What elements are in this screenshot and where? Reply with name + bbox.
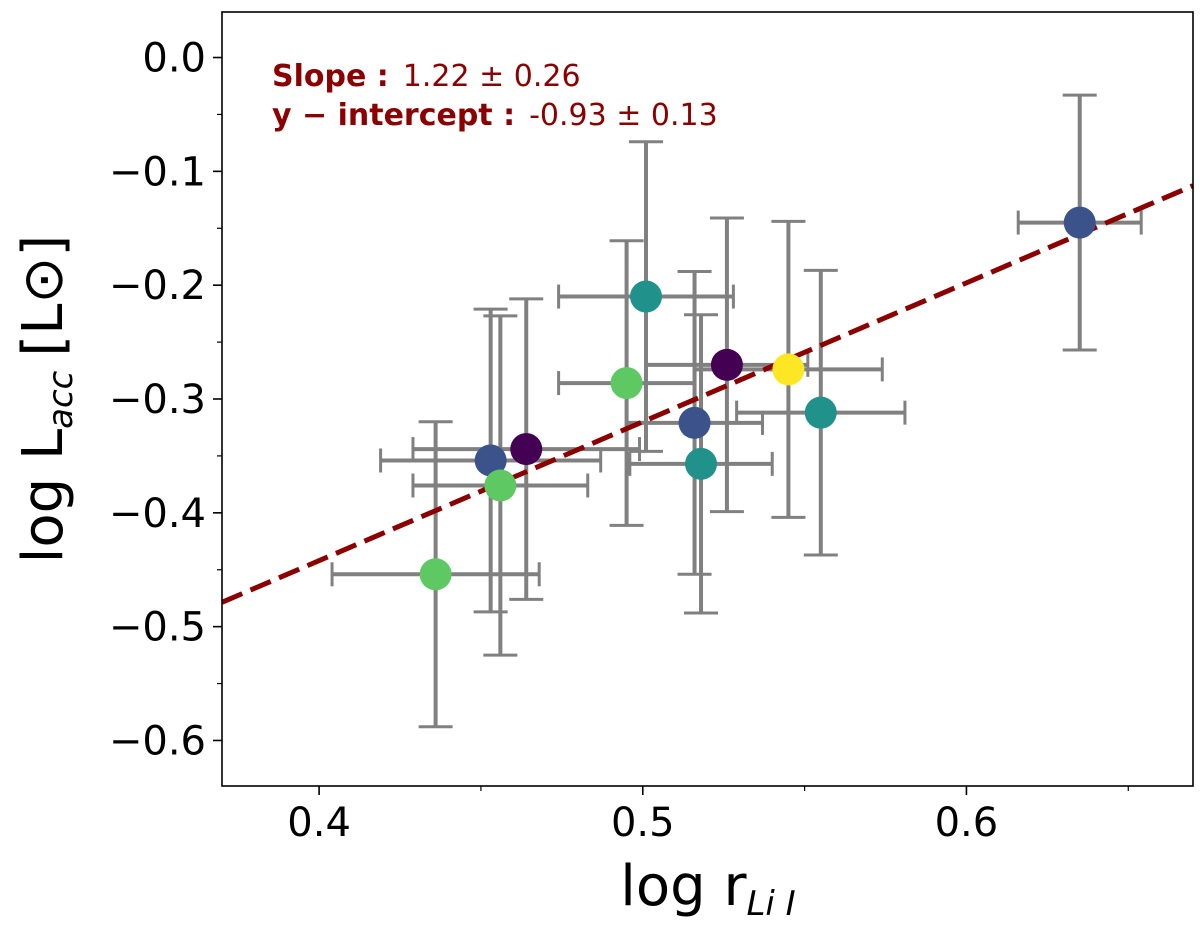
y-tick-label: −0.5: [109, 605, 206, 651]
data-point: [804, 396, 837, 429]
y-tick-label: −0.4: [109, 491, 206, 537]
data-point: [419, 558, 452, 591]
y-tick-label: −0.6: [109, 718, 206, 764]
data-point: [630, 280, 663, 313]
intercept-key: y − intercept :: [272, 98, 515, 133]
data-point: [678, 406, 711, 439]
plot-frame: [221, 11, 1194, 787]
y-tick-label: −0.1: [109, 149, 206, 195]
x-tick-label: 0.6: [935, 800, 999, 846]
x-tick-label: 0.5: [611, 800, 675, 846]
slope-value: 1.22 ± 0.26: [403, 59, 581, 94]
y-tick-label: −0.2: [109, 263, 206, 309]
data-point: [772, 353, 805, 386]
y-tick-label: −0.3: [109, 377, 206, 423]
y-axis-label-unit: [L⊙]: [11, 235, 76, 357]
data-point: [510, 433, 543, 466]
intercept-value: -0.93 ± 0.13: [529, 98, 718, 133]
slope-annotation: Slope : 1.22 ± 0.26: [272, 59, 581, 94]
slope-key: Slope :: [272, 59, 389, 94]
data-point: [474, 444, 507, 477]
x-tick-label: 0.4: [287, 800, 351, 846]
x-axis-label-subscript: Li I: [746, 884, 795, 924]
data-point: [685, 447, 718, 480]
data-point: [484, 469, 517, 502]
y-axis-label-main: log L: [11, 429, 76, 563]
x-axis-label: log rLi I: [620, 854, 795, 924]
data-point: [1063, 206, 1096, 239]
y-tick-label: 0.0: [142, 36, 206, 82]
axis-ticks: 0.4 0.5 0.6 0.0 −0.1 −0.2 −0.3 −0.4 −0.5 −0.6: [109, 36, 1129, 846]
data-point: [710, 348, 743, 381]
x-axis-label-main: log r: [620, 854, 747, 919]
data-point: [610, 367, 643, 400]
y-axis-label: log Lacc [L⊙]: [11, 235, 81, 563]
intercept-annotation: y − intercept : -0.93 ± 0.13: [272, 98, 718, 133]
y-axis-label-subscript: acc: [41, 370, 81, 429]
plot-area: [221, 93, 1194, 729]
fit-line: [221, 183, 1194, 605]
